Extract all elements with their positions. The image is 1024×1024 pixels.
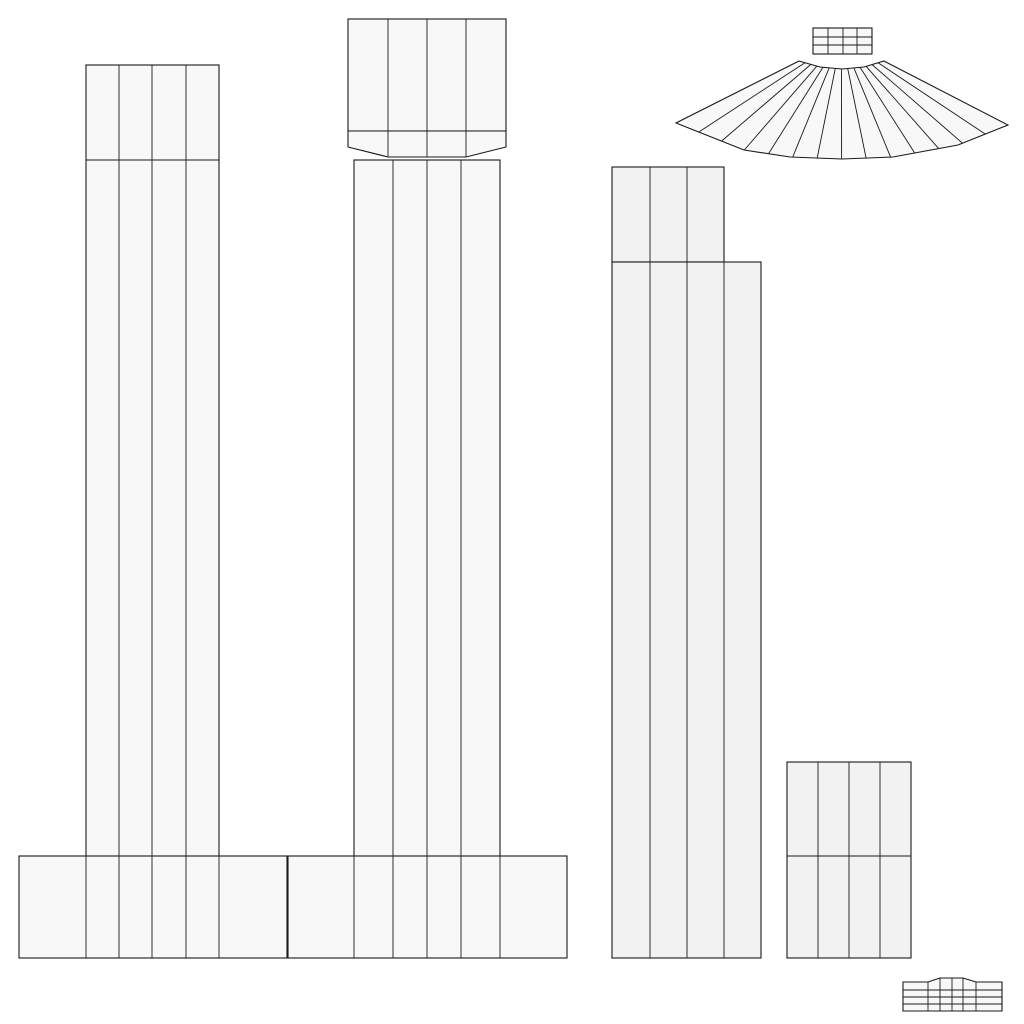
- center-column-uv-island: [353, 159, 501, 858]
- fan-seam-line: [698, 62, 806, 133]
- fan-seam-line: [743, 65, 818, 151]
- center-capital-uv-island: [347, 18, 507, 158]
- fan-outline: [674, 60, 1010, 160]
- fan-seam-line: [877, 62, 986, 135]
- fan-seam-line: [768, 67, 824, 154]
- fan-seam-line: [853, 67, 892, 158]
- fan-seam-line: [721, 64, 812, 142]
- tiny-grid-bottom-uv-island: [902, 977, 1003, 1012]
- small-block-uv-island: [786, 761, 912, 959]
- right-column-body-outline: [611, 261, 762, 959]
- tiny-grid-bottom-outline: [902, 977, 1003, 1012]
- base-plinth-uv-island: [18, 855, 568, 959]
- fan-seam-line: [865, 66, 940, 149]
- fan-seam-line: [871, 64, 963, 144]
- right-plinth-outline: [287, 855, 568, 959]
- fan-arc-uv-island: [674, 60, 1010, 160]
- left-column-uv-island: [85, 64, 220, 858]
- left-column-outline: [85, 64, 220, 858]
- fan-seam-line: [859, 67, 916, 154]
- fan-seam-line: [847, 68, 867, 159]
- fan-seam-line: [792, 67, 830, 158]
- right-column-top-outline: [611, 166, 725, 263]
- tiny-grid-top-outline: [812, 27, 873, 55]
- fan-seam-line: [816, 68, 836, 159]
- right-column-uv-island: [611, 166, 762, 959]
- tiny-grid-top-uv-island: [812, 27, 873, 55]
- left-plinth-outline: [18, 855, 288, 959]
